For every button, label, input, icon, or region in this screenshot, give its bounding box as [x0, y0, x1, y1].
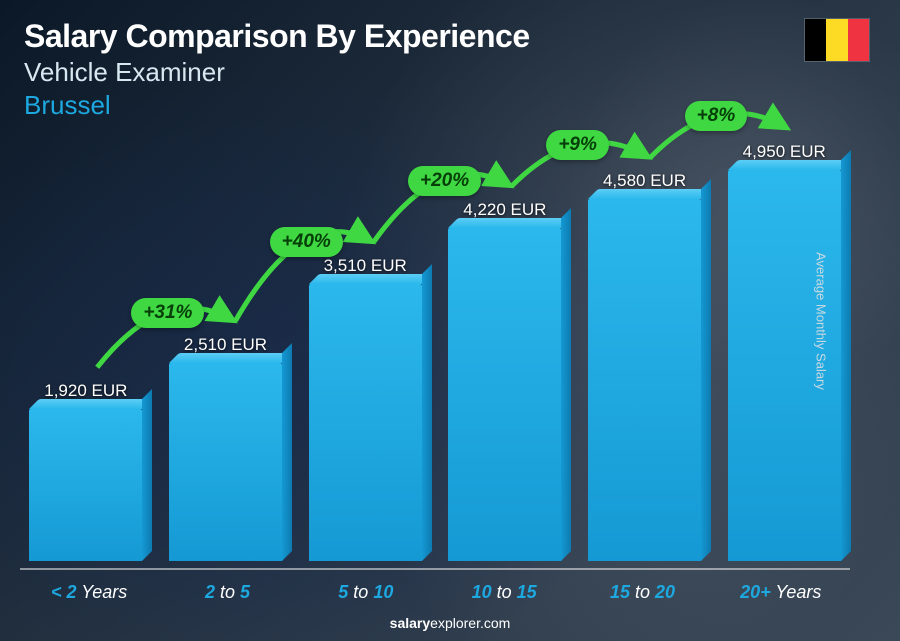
- bar: [29, 409, 142, 561]
- flag-stripe-red: [848, 19, 869, 61]
- y-axis-label: Average Monthly Salary: [814, 252, 829, 390]
- x-axis-label: 10 to 15: [435, 582, 573, 603]
- x-axis: < 2 Years2 to 55 to 1010 to 1515 to 2020…: [20, 568, 850, 603]
- change-badge: +8%: [685, 101, 748, 131]
- bar-value-label: 4,220 EUR: [463, 200, 546, 220]
- chart-location: Brussel: [24, 90, 530, 121]
- footer-brand: salaryexplorer.com: [390, 615, 511, 631]
- change-badge: +9%: [546, 130, 609, 160]
- bar-value-label: 4,950 EUR: [743, 142, 826, 162]
- flag-stripe-black: [805, 19, 826, 61]
- bar: [169, 363, 282, 561]
- bar: [448, 228, 561, 561]
- bar-group: 4,580 EUR: [579, 110, 711, 561]
- flag-stripe-yellow: [826, 19, 847, 61]
- x-axis-label: 20+ Years: [712, 582, 850, 603]
- bar-group: 2,510 EUR: [160, 110, 292, 561]
- x-axis-label: 2 to 5: [158, 582, 296, 603]
- bar: [588, 199, 701, 561]
- bar-value-label: 2,510 EUR: [184, 335, 267, 355]
- change-badge: +20%: [408, 166, 481, 196]
- bar: [309, 284, 422, 561]
- change-badge: +31%: [131, 298, 204, 328]
- footer: salaryexplorer.com: [0, 615, 900, 633]
- chart-title: Salary Comparison By Experience: [24, 18, 530, 55]
- change-badge: +40%: [270, 227, 343, 257]
- bar-group: 4,950 EUR: [718, 110, 850, 561]
- x-axis-label: < 2 Years: [20, 582, 158, 603]
- x-axis-label: 5 to 10: [297, 582, 435, 603]
- chart-subtitle: Vehicle Examiner: [24, 57, 530, 88]
- country-flag-belgium: [804, 18, 870, 62]
- bar-value-label: 3,510 EUR: [324, 256, 407, 276]
- x-axis-label: 15 to 20: [573, 582, 711, 603]
- bar-group: 1,920 EUR: [20, 110, 152, 561]
- chart-header: Salary Comparison By Experience Vehicle …: [24, 18, 530, 121]
